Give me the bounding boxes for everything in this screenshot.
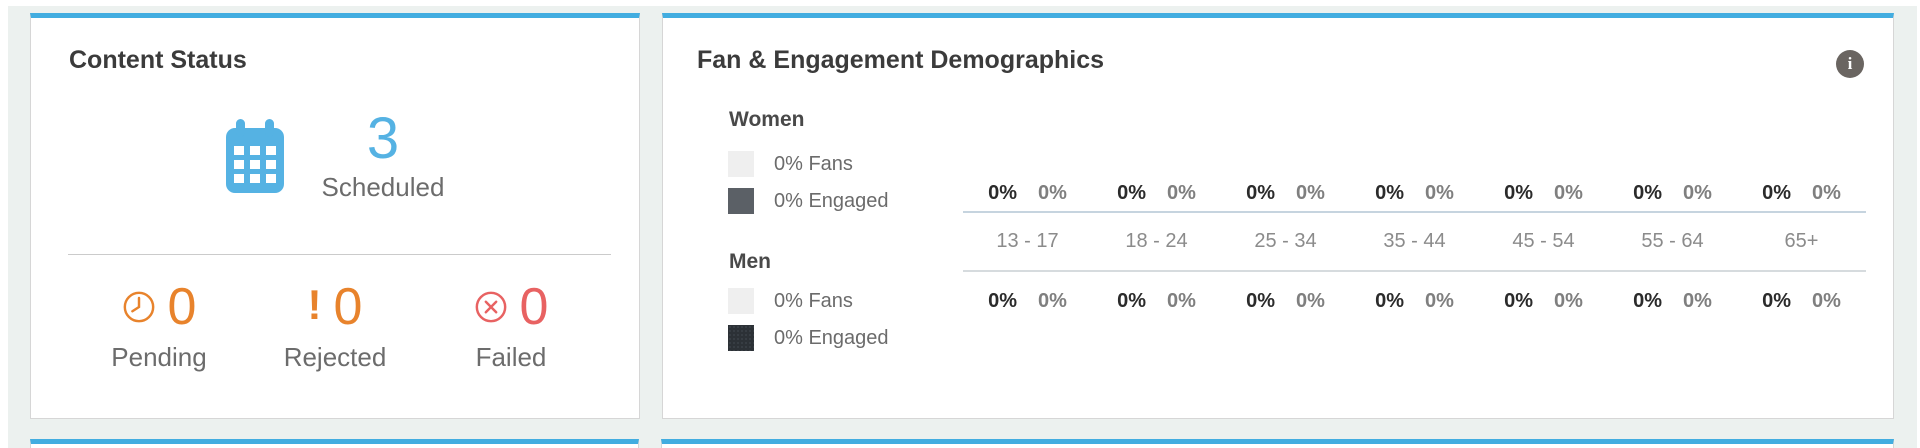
scheduled-text: 3 Scheduled [322,110,445,203]
women-values-row: 0% 0% 0% 0% 0% 0% 0% 0% 0% 0% 0% 0% 0% 0% [963,181,1866,205]
pending-stat: 0 Pending [71,280,247,373]
demographics-title: Fan & Engagement Demographics [697,46,1105,74]
content-status-card: Content Status 3 Scheduled [30,13,640,419]
value: 0% [1117,290,1146,312]
women-values-65plus: 0% 0% [1737,181,1866,205]
value: 0% [1762,290,1791,312]
age-bracket: 45 - 54 [1512,230,1575,252]
men-fans-swatch [728,288,754,314]
men-fans-legend: 0% Fans [728,288,853,314]
rejected-label: Rejected [283,342,387,372]
value: 0% [1554,290,1583,312]
value: 0% [1504,290,1533,312]
demographics-table: 0% 0% 0% 0% 0% 0% 0% 0% 0% 0% 0% 0% 0% 0% 13 - … [963,18,1866,378]
men-values-35-44: 0% 0% [1350,289,1479,313]
age-bracket: 35 - 44 [1383,230,1446,252]
men-fans-label: 0% Fans [774,289,853,312]
scheduled-label: Scheduled [321,172,445,202]
scheduled-count: 3 [366,106,400,171]
women-fans-legend: 0% Fans [728,151,853,177]
failed-label: Failed [475,342,547,372]
failed-stat: 0 Failed [423,280,599,373]
exclamation-icon: ! [307,281,322,328]
value: 0% [1246,182,1275,204]
age-bracket: 25 - 34 [1254,230,1317,252]
women-engaged-legend: 0% Engaged [728,188,889,214]
value: 0% [1633,290,1662,312]
value: 0% [1812,290,1841,312]
value: 0% [1425,182,1454,204]
age-bracket: 65+ [1784,230,1819,252]
value: 0% [1812,182,1841,204]
men-values-25-34: 0% 0% [1221,289,1350,313]
age-bracket: 13 - 17 [996,230,1059,252]
value: 0% [1117,182,1146,204]
content-status-title: Content Status [69,46,247,74]
men-group-label: Men [729,250,771,273]
next-row-card-right [661,439,1894,448]
value: 0% [1246,290,1275,312]
value: 0% [1554,182,1583,204]
men-values-18-24: 0% 0% [1092,289,1221,313]
value: 0% [1762,182,1791,204]
value: 0% [988,290,1017,312]
clock-icon [123,291,154,323]
value: 0% [1038,182,1067,204]
rejected-stat: ! 0 Rejected [247,280,423,373]
rejected-count: 0 [333,278,363,336]
table-rule-bottom [963,270,1866,272]
men-values-13-17: 0% 0% [963,289,1092,313]
women-group-label: Women [729,108,805,131]
demographics-card: Fan & Engagement Demographics i Women 0%… [662,13,1894,419]
pending-label: Pending [111,342,207,372]
age-bracket: 18 - 24 [1125,230,1188,252]
value: 0% [1167,182,1196,204]
age-bracket: 55 - 64 [1641,230,1704,252]
men-engaged-swatch [728,325,754,351]
men-values-45-54: 0% 0% [1479,289,1608,313]
women-fans-swatch [728,151,754,177]
women-values-13-17: 0% 0% [963,181,1092,205]
women-fans-label: 0% Fans [774,152,853,175]
women-values-55-64: 0% 0% [1608,181,1737,205]
value: 0% [988,182,1017,204]
card-divider [68,254,611,255]
circle-x-icon [475,291,506,323]
value: 0% [1296,290,1325,312]
women-values-18-24: 0% 0% [1092,181,1221,205]
calendar-icon [225,118,284,193]
value: 0% [1425,290,1454,312]
value: 0% [1683,182,1712,204]
table-rule-top [963,211,1866,213]
status-stats-row: 0 Pending ! 0 Rejected 0 [61,280,609,373]
women-values-45-54: 0% 0% [1479,181,1608,205]
value: 0% [1375,182,1404,204]
men-engaged-label: 0% Engaged [774,326,889,349]
value: 0% [1683,290,1712,312]
failed-count: 0 [519,278,549,336]
value: 0% [1167,290,1196,312]
info-icon[interactable]: i [1836,50,1864,78]
value: 0% [1375,290,1404,312]
men-values-65plus: 0% 0% [1737,289,1866,313]
women-engaged-swatch [728,188,754,214]
value: 0% [1038,290,1067,312]
men-values-row: 0% 0% 0% 0% 0% 0% 0% 0% 0% 0% 0% 0% 0% 0% [963,289,1866,313]
scheduled-summary: 3 Scheduled [31,110,639,203]
next-row-card-left [30,439,639,448]
age-brackets-row: 13 - 17 18 - 24 25 - 34 35 - 44 45 - 54 … [963,229,1866,253]
women-values-25-34: 0% 0% [1221,181,1350,205]
men-engaged-legend: 0% Engaged [728,325,889,351]
women-engaged-label: 0% Engaged [774,189,889,212]
men-values-55-64: 0% 0% [1608,289,1737,313]
value: 0% [1633,182,1662,204]
value: 0% [1296,182,1325,204]
women-values-35-44: 0% 0% [1350,181,1479,205]
pending-count: 0 [167,278,197,336]
value: 0% [1504,182,1533,204]
